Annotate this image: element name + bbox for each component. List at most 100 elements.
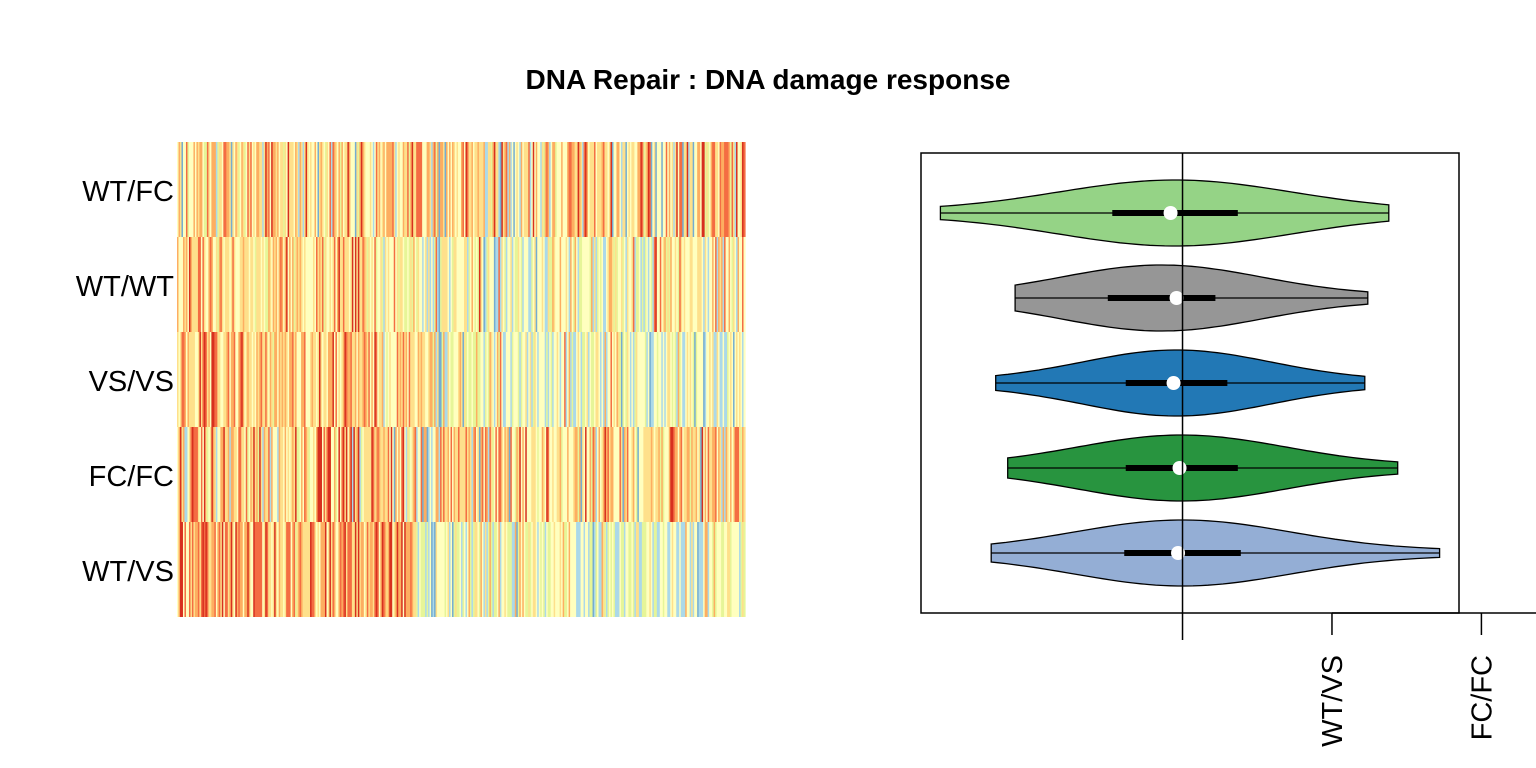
heatmap-cell bbox=[549, 237, 552, 332]
heatmap-cell bbox=[611, 427, 615, 522]
heatmap-cell bbox=[251, 332, 254, 427]
heatmap-cell bbox=[446, 522, 449, 617]
heatmap-cell bbox=[372, 332, 375, 427]
heatmap-cell bbox=[323, 522, 326, 617]
heatmap-cell bbox=[727, 237, 730, 332]
heatmap-cell bbox=[389, 332, 392, 427]
heatmap-cell bbox=[299, 427, 302, 522]
heatmap-cell bbox=[344, 237, 347, 332]
heatmap-cell bbox=[366, 522, 369, 617]
heatmap-cell bbox=[466, 427, 470, 522]
heatmap-cell bbox=[673, 237, 676, 332]
heatmap-cell bbox=[514, 332, 517, 427]
heatmap-cell bbox=[733, 237, 736, 332]
heatmap-cell bbox=[256, 427, 259, 522]
heatmap-cell bbox=[604, 332, 607, 427]
heatmap-cell bbox=[577, 237, 580, 332]
heatmap-cell bbox=[242, 237, 245, 332]
heatmap-cell bbox=[392, 427, 395, 522]
heatmap-cell bbox=[233, 332, 236, 427]
heatmap-cell bbox=[224, 237, 227, 332]
heatmap-cell bbox=[498, 332, 501, 427]
heatmap-cell bbox=[507, 522, 510, 617]
heatmap-cell bbox=[605, 332, 609, 427]
heatmap-cell bbox=[438, 332, 441, 427]
heatmap-cell bbox=[238, 332, 241, 427]
heatmap-cell bbox=[265, 142, 268, 237]
heatmap-cell bbox=[274, 142, 277, 237]
heatmap-cell bbox=[443, 332, 446, 427]
heatmap-cell bbox=[716, 522, 719, 617]
heatmap-cell bbox=[655, 332, 658, 427]
heatmap-cell bbox=[692, 522, 695, 617]
heatmap-cell bbox=[582, 142, 585, 237]
heatmap-cell bbox=[429, 332, 432, 427]
heatmap-cell bbox=[706, 237, 709, 332]
x-axis: WT/VS FC/FC bbox=[1317, 612, 1536, 747]
heatmap-cell bbox=[707, 522, 710, 617]
heatmap-cell bbox=[668, 142, 671, 237]
heatmap-cell bbox=[573, 142, 576, 237]
heatmap-cell bbox=[733, 142, 736, 237]
heatmap-cell bbox=[375, 142, 378, 237]
heatmap-cell bbox=[199, 237, 202, 332]
heatmap-cell bbox=[588, 522, 591, 617]
heatmap-cell bbox=[232, 332, 235, 427]
heatmap-cell bbox=[583, 427, 586, 522]
heatmap-cell bbox=[731, 332, 734, 427]
heatmap-cell bbox=[513, 237, 516, 332]
heatmap-cell bbox=[716, 332, 719, 427]
heatmap-cell bbox=[680, 427, 683, 522]
heatmap-cell bbox=[443, 427, 446, 522]
heatmap-cell bbox=[296, 332, 299, 427]
heatmap-cell bbox=[202, 522, 205, 617]
heatmap-cell bbox=[586, 237, 589, 332]
heatmap-cell bbox=[446, 427, 449, 522]
heatmap-cell bbox=[304, 142, 307, 237]
heatmap-cell bbox=[641, 332, 644, 427]
heatmap-cell bbox=[399, 427, 402, 522]
heatmap-cell bbox=[378, 142, 381, 237]
heatmap-cell bbox=[241, 522, 244, 617]
heatmap-cell bbox=[617, 522, 621, 617]
heatmap-cell bbox=[428, 427, 431, 522]
heatmap-cell bbox=[416, 332, 419, 427]
heatmap-cell bbox=[244, 237, 247, 332]
heatmap-cell bbox=[413, 237, 416, 332]
heatmap-cell bbox=[562, 427, 565, 522]
heatmap-cell bbox=[254, 142, 257, 237]
heatmap-cell bbox=[236, 142, 239, 237]
heatmap-cell bbox=[623, 427, 627, 522]
heatmap-cell bbox=[419, 237, 422, 332]
heatmap-cell bbox=[182, 427, 186, 522]
heatmap-cell bbox=[292, 522, 295, 617]
heatmap-cell bbox=[356, 522, 359, 617]
heatmap-cell bbox=[301, 522, 304, 617]
heatmap-cell bbox=[691, 332, 694, 427]
heatmap-cell bbox=[383, 522, 386, 617]
heatmap-cell bbox=[320, 142, 323, 237]
heatmap-cell bbox=[498, 237, 501, 332]
heatmap-cell bbox=[477, 332, 480, 427]
heatmap-cell bbox=[247, 332, 250, 427]
heatmap-cell bbox=[647, 332, 650, 427]
heatmap-cell bbox=[185, 522, 189, 617]
heatmap-cell bbox=[510, 237, 513, 332]
heatmap-cell bbox=[301, 332, 304, 427]
heatmap-cell bbox=[266, 332, 269, 427]
heatmap-cell bbox=[342, 427, 346, 522]
heatmap-cell bbox=[647, 522, 650, 617]
heatmap-cell bbox=[616, 332, 619, 427]
heatmap-cell bbox=[381, 332, 384, 427]
heatmap-cell bbox=[380, 522, 383, 617]
heatmap-cell bbox=[730, 332, 733, 427]
heatmap-cell bbox=[661, 142, 664, 237]
heatmap-cell bbox=[450, 142, 453, 237]
heatmap-cell bbox=[727, 142, 730, 237]
heatmap-cell bbox=[541, 332, 544, 427]
heatmap-cell bbox=[703, 427, 706, 522]
heatmap-cell bbox=[685, 427, 688, 522]
heatmap-cell bbox=[579, 427, 582, 522]
heatmap-cell bbox=[179, 522, 183, 617]
heatmap-cell bbox=[742, 522, 745, 617]
